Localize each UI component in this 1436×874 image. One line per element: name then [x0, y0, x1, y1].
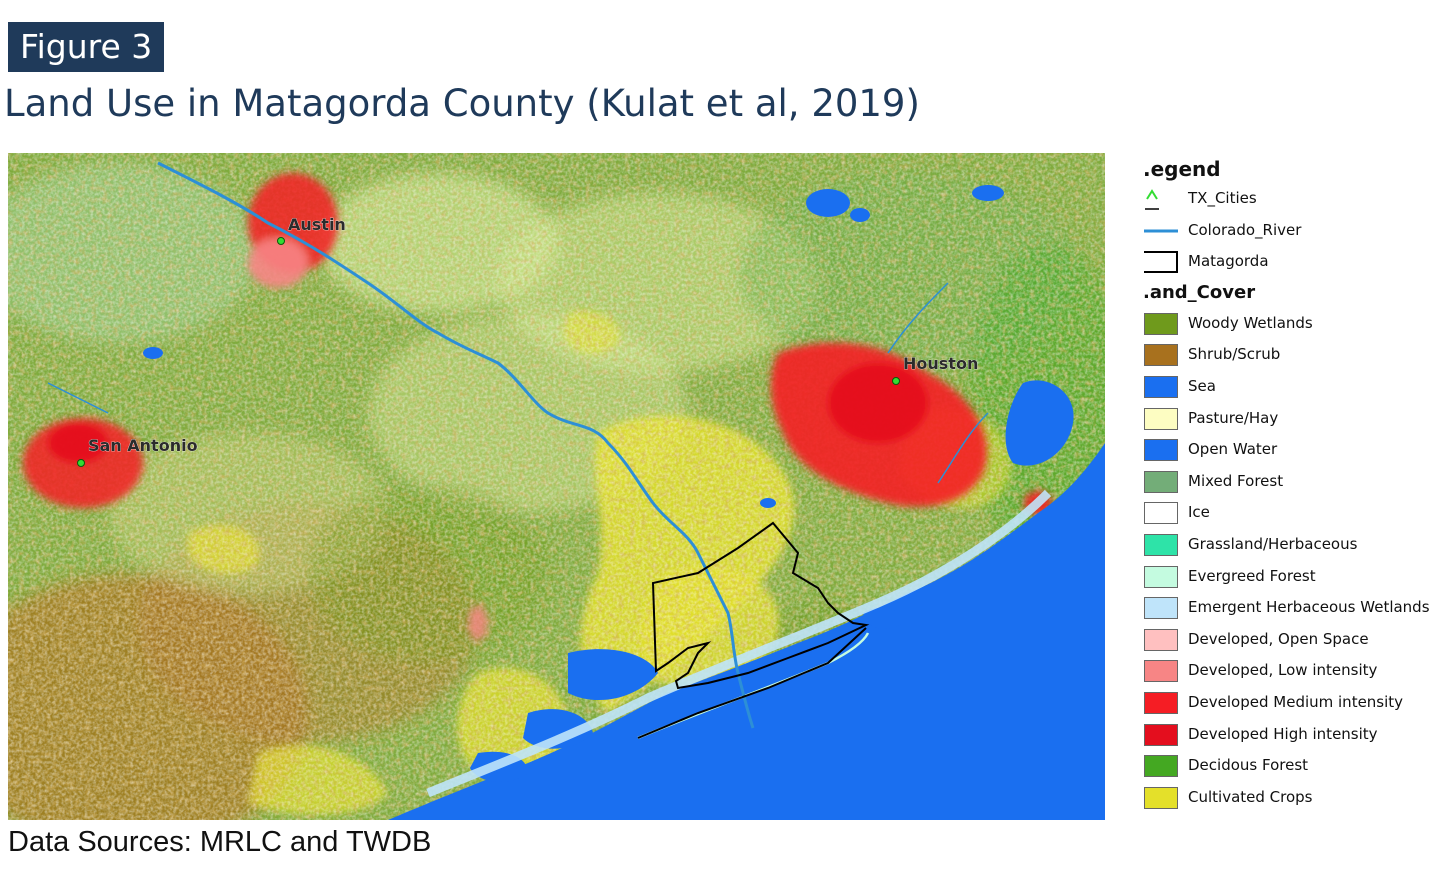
figure-label: Figure 3 [8, 22, 165, 72]
legend-layer-row: Colorado_River [1143, 215, 1433, 247]
legend-land-cover-label: Developed, Low intensity [1188, 661, 1378, 680]
legend-layer-label: Colorado_River [1188, 220, 1302, 239]
legend-land-cover-label: Developed Medium intensity [1188, 692, 1404, 711]
land-cover-heading: .and_Cover [1143, 281, 1256, 303]
legend-land-cover-label: Developed High intensity [1188, 724, 1378, 743]
legend-land-cover-label: Grassland/Herbaceous [1188, 534, 1358, 553]
legend-land-cover-label: Developed, Open Space [1188, 629, 1369, 648]
color-swatch [1144, 375, 1178, 398]
color-swatch [1144, 533, 1178, 556]
color-swatch [1144, 755, 1178, 778]
legend-land-cover-row: Developed, Low intensity [1143, 655, 1433, 687]
color-swatch [1144, 312, 1178, 335]
legend-land-cover-row: Woody Wetlands [1143, 308, 1433, 340]
data-sources: Data Sources: MRLC and TWDB [8, 826, 432, 858]
map-legend: .egend TX_Cities Colorado_River Matagorda … [1143, 155, 1433, 813]
legend-land-cover-row: Grassland/Herbaceous [1143, 529, 1433, 561]
river-line-icon [1144, 220, 1178, 242]
city-marker-icon [277, 237, 285, 245]
legend-land-cover-row: Sea [1143, 371, 1433, 403]
legend-title: .egend [1143, 157, 1221, 181]
legend-land-cover-row: Shrub/Scrub [1143, 339, 1433, 371]
land-cover-map: Austin Houston San Antonio [8, 153, 1105, 820]
legend-layer-row: TX_Cities [1143, 183, 1433, 215]
city-label-houston: Houston [903, 354, 978, 373]
legend-land-cover-label: Woody Wetlands [1188, 313, 1313, 332]
legend-layer-row: Matagorda [1143, 246, 1433, 278]
legend-land-cover-label: Ice [1188, 503, 1210, 522]
legend-land-cover-row: Emergent Herbaceous Wetlands [1143, 592, 1433, 624]
legend-layer-label: TX_Cities [1188, 189, 1257, 207]
legend-land-cover-label: Evergreed Forest [1188, 566, 1316, 585]
city-marker-icon [1144, 188, 1178, 210]
urban-areas [23, 173, 1052, 641]
color-swatch [1144, 344, 1178, 367]
figure-title: Land Use in Matagorda County (Kulat et a… [4, 82, 920, 125]
lakes [143, 185, 1004, 508]
color-swatch [1144, 660, 1178, 683]
color-swatch [1144, 502, 1178, 525]
legend-land-cover-row: Ice [1143, 497, 1433, 529]
legend-land-cover-label: Shrub/Scrub [1188, 345, 1281, 364]
city-marker-icon [892, 377, 900, 385]
legend-land-cover-row: Developed Medium intensity [1143, 687, 1433, 719]
legend-land-cover-label: Cultivated Crops [1188, 787, 1313, 806]
color-swatch [1144, 723, 1178, 746]
color-swatch [1144, 628, 1178, 651]
legend-land-cover-row: Cultivated Crops [1143, 782, 1433, 814]
colorado-river [157, 161, 755, 729]
legend-land-cover-label: Mixed Forest [1188, 471, 1284, 490]
color-swatch [1144, 439, 1178, 462]
color-swatch [1144, 407, 1178, 430]
coastal-wetlands [426, 489, 1052, 798]
legend-land-cover-label: Pasture/Hay [1188, 408, 1279, 427]
city-san-antonio: San Antonio [77, 436, 198, 467]
city-label-san-antonio: San Antonio [88, 436, 198, 455]
legend-land-cover-label: Emergent Herbaceous Wetlands [1188, 598, 1430, 617]
legend-land-cover-row: Open Water [1143, 434, 1433, 466]
legend-land-cover-row: Evergreed Forest [1143, 561, 1433, 593]
city-marker-icon [77, 459, 85, 467]
legend-land-cover-label: Decidous Forest [1188, 756, 1309, 775]
legend-land-cover-row: Pasture/Hay [1143, 403, 1433, 435]
city-houston: Houston [892, 354, 979, 385]
gulf-sea [388, 443, 1105, 820]
legend-land-cover-row: Decidous Forest [1143, 750, 1433, 782]
color-swatch [1144, 470, 1178, 493]
bays [470, 380, 1074, 783]
legend-layer-label: Matagorda [1188, 252, 1269, 271]
boundary-outline-icon [1144, 251, 1178, 274]
legend-land-cover-row: Developed, Open Space [1143, 624, 1433, 656]
color-swatch [1144, 786, 1178, 809]
color-swatch [1144, 597, 1178, 620]
legend-land-cover-label: Sea [1188, 376, 1216, 395]
color-swatch [1144, 565, 1178, 588]
legend-land-cover-row: Developed High intensity [1143, 719, 1433, 751]
city-austin: Austin [277, 215, 346, 245]
legend-land-cover-row: Mixed Forest [1143, 466, 1433, 498]
matagorda-boundary [637, 521, 870, 739]
city-label-austin: Austin [288, 215, 346, 234]
legend-land-cover-label: Open Water [1188, 440, 1278, 459]
color-swatch [1144, 691, 1178, 714]
